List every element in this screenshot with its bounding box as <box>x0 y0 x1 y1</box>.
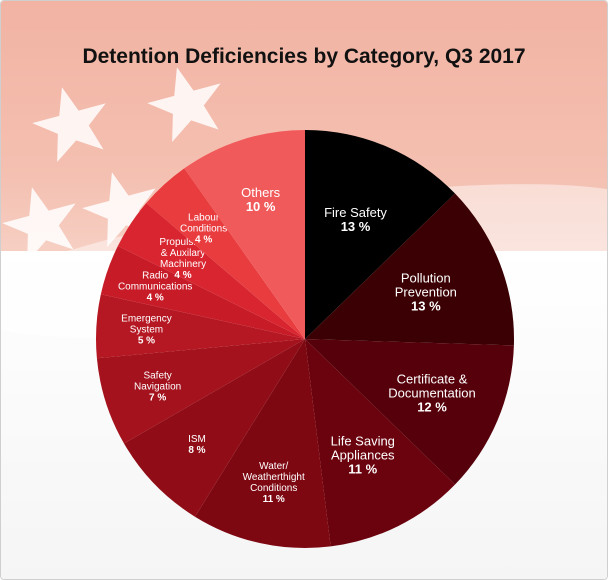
slice-category-label: Fire Safety <box>324 205 387 220</box>
slice-category-label: Conditions <box>180 223 227 234</box>
pie-slice <box>146 168 305 339</box>
slice-category-label: Prevention <box>395 285 457 300</box>
slice-category-label: ISM <box>188 434 206 445</box>
slice-category-label: & Auxilary <box>161 248 205 259</box>
slice-value-label: 4 % <box>174 270 191 281</box>
pie-slice <box>100 245 305 339</box>
pie-slice <box>305 130 456 339</box>
slice-category-label: Propulsion <box>159 237 206 248</box>
pie-slice <box>117 203 305 339</box>
slice-category-label: Safety <box>143 370 171 381</box>
slice-category-label: System <box>130 325 163 336</box>
star-icon <box>2 187 76 262</box>
pie-slice <box>194 339 331 548</box>
slice-category-label: Radio <box>142 271 169 282</box>
slice-category-label: Documentation <box>388 385 475 400</box>
slice-category-label: Communications <box>118 282 192 293</box>
slice-value-label: 13 % <box>411 299 441 314</box>
slice-category-label: Water/ <box>259 461 288 472</box>
slice-category-label: Appliances <box>331 448 395 463</box>
pie-slice <box>305 339 514 485</box>
slice-category-label: Certificate & <box>397 371 468 386</box>
slice-value-label: 12 % <box>417 399 447 414</box>
slice-category-label: Weatherthight <box>243 472 305 483</box>
pie-slice <box>96 294 305 359</box>
slice-category-label: Labour <box>188 212 220 223</box>
star-icon <box>147 67 221 142</box>
slice-value-label: 4 % <box>195 234 212 245</box>
chart-title: Detention Deficiencies by Category, Q3 2… <box>82 45 526 68</box>
star-icon <box>32 87 106 162</box>
pie-slice <box>184 130 305 339</box>
slice-category-label: Machinery <box>160 259 206 270</box>
pie-slice <box>305 339 456 547</box>
slice-category-label: Life Saving <box>331 434 395 449</box>
slice-value-label: 11 % <box>263 494 285 505</box>
slice-category-label: Conditions <box>250 483 297 494</box>
slice-value-label: 7 % <box>149 392 166 403</box>
pie-slice <box>96 339 305 444</box>
slice-value-label: 13 % <box>341 219 371 234</box>
slice-value-label: 8 % <box>188 445 205 456</box>
slice-value-label: 10 % <box>246 199 276 214</box>
slice-value-label: 4 % <box>147 293 164 304</box>
slice-category-label: Others <box>241 185 281 200</box>
slice-category-label: Pollution <box>401 271 451 286</box>
slice-value-label: 5 % <box>138 336 155 347</box>
slice-category-label: Emergency <box>121 314 172 325</box>
pie-slice <box>124 339 305 517</box>
slice-value-label: 11 % <box>348 462 377 477</box>
pie-slice <box>305 193 514 346</box>
slice-category-label: Navigation <box>134 381 181 392</box>
